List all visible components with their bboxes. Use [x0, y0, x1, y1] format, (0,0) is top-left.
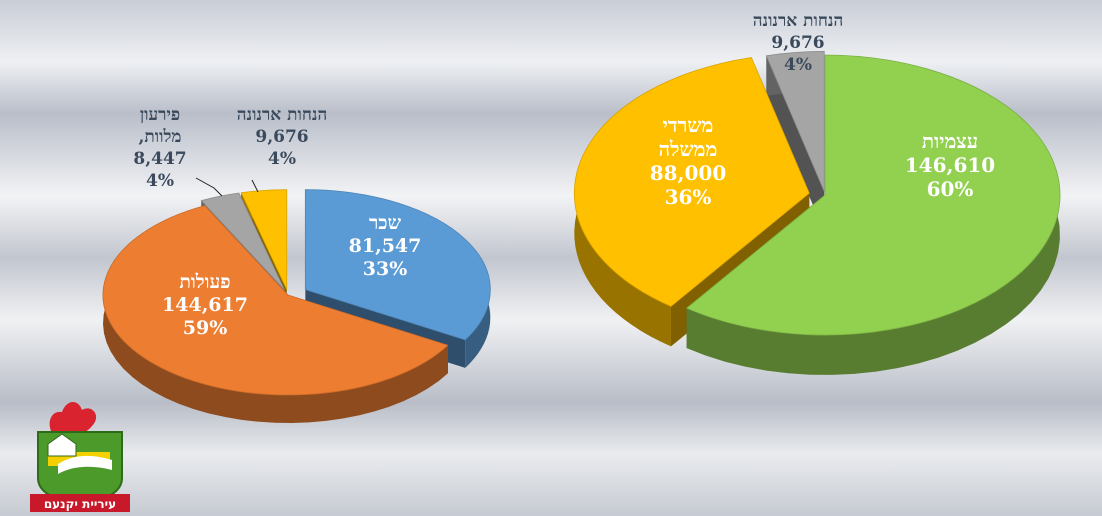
- label-salary-line: 81,547: [349, 235, 422, 257]
- label-loan-repayment-line: 8,447: [133, 149, 186, 169]
- label-left-tax-discounts: הנחות ארנונה 9,676 4%: [237, 105, 327, 169]
- leader-line-left-discounts: [251, 179, 259, 193]
- label-government-offices-line: ממשלה: [659, 137, 718, 161]
- label-self-income-line: עצמיות: [922, 129, 978, 153]
- label-right-tax-discounts-line: הנחות ארנונה: [753, 11, 843, 31]
- label-right-tax-discounts-line: 9,676: [771, 33, 824, 53]
- label-left-tax-discounts-line: 4%: [268, 149, 296, 169]
- label-loan-repayment-line: פירעון: [140, 105, 180, 125]
- city-logo: עיריית יקנעם: [30, 401, 130, 512]
- label-operations-line: פעולות: [179, 271, 230, 293]
- label-loan-repayment: פירעון מלוות, 8,447 4%: [133, 105, 186, 191]
- logo-text: עיריית יקנעם: [44, 497, 116, 511]
- label-government-offices-line: 88,000: [650, 161, 727, 185]
- label-salary: שכר 81,547 33%: [349, 212, 422, 280]
- pie-slice: [765, 51, 825, 192]
- label-operations-line: 144,617: [162, 294, 248, 316]
- label-leader-lines: [195, 177, 259, 197]
- label-left-tax-discounts-line: הנחות ארנונה: [237, 105, 327, 125]
- income-pie-chart: [573, 51, 1061, 375]
- label-left-tax-discounts-line: 9,676: [255, 127, 308, 147]
- label-right-tax-discounts: הנחות ארנונה 9,676 4%: [753, 11, 843, 75]
- label-government-offices: משרדי ממשלה 88,000 36%: [650, 113, 727, 209]
- pie-slice: [304, 189, 491, 341]
- label-self-income-line: 146,610: [905, 153, 995, 177]
- pie-slice: [240, 189, 288, 290]
- label-right-tax-discounts-line: 4%: [784, 55, 812, 75]
- label-self-income-line: 60%: [927, 177, 974, 201]
- pie-slice: [573, 57, 810, 307]
- label-operations: פעולות 144,617 59%: [162, 271, 248, 339]
- label-self-income: עצמיות 146,610 60%: [905, 129, 995, 201]
- label-government-offices-line: 36%: [665, 185, 712, 209]
- label-loan-repayment-line: 4%: [146, 171, 174, 191]
- expenses-pie-chart: [102, 189, 491, 423]
- label-government-offices-line: משרדי: [663, 113, 714, 137]
- logo-flower-icon: [49, 401, 97, 439]
- label-salary-line: 33%: [363, 258, 408, 280]
- pie-slice: [200, 192, 285, 291]
- label-salary-line: שכר: [369, 212, 402, 234]
- logo-banner: [30, 494, 130, 512]
- pie-slice: [685, 54, 1061, 336]
- pie-slice: [102, 205, 449, 396]
- pie-slice-rim: [686, 55, 1060, 375]
- label-loan-repayment-line: מלוות,: [138, 127, 181, 147]
- slice-labels: שכר 81,547 33% פעולות 144,617 59% פירעון מלוות,…: [133, 11, 995, 339]
- label-operations-line: 59%: [183, 317, 228, 339]
- pie-slice-wall: [766, 55, 825, 232]
- leader-line-loan: [195, 177, 223, 197]
